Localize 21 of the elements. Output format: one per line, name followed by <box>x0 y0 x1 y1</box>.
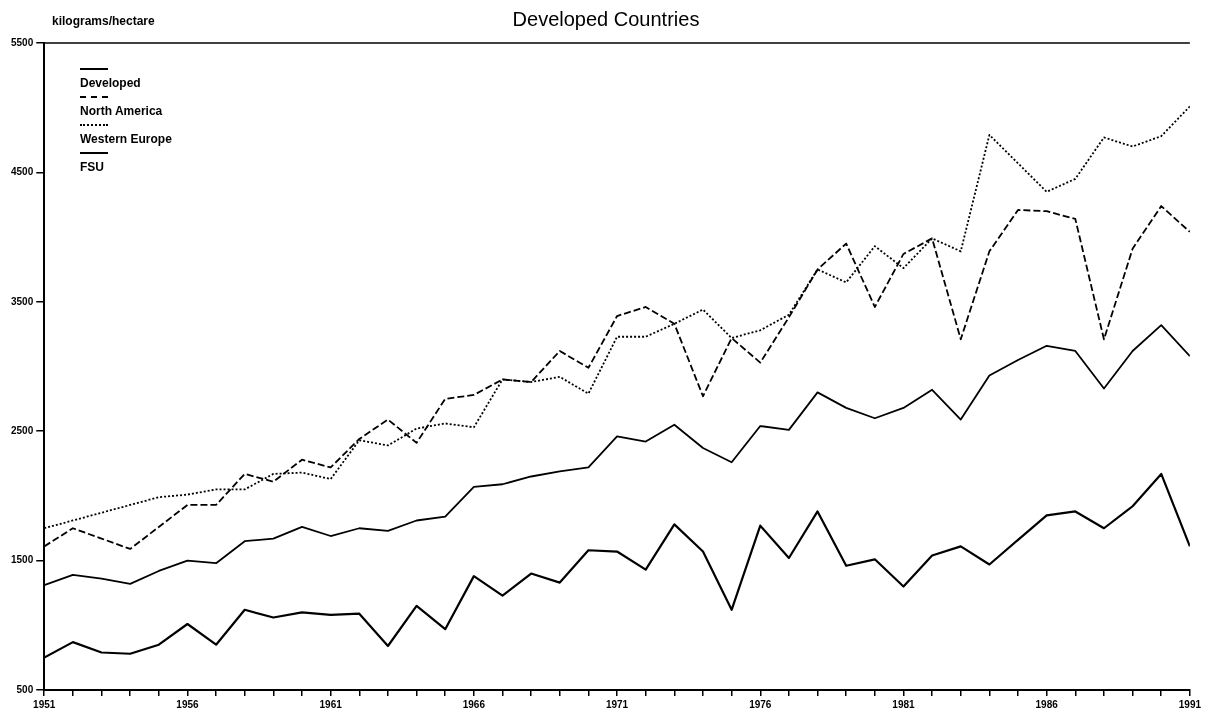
y-tick-label: 3500 <box>11 295 34 307</box>
x-tick-label: 1966 <box>462 698 486 710</box>
y-tick-label: 5500 <box>11 36 34 48</box>
y-tick-label: 2500 <box>11 424 34 436</box>
y-tick-label: 500 <box>16 683 34 695</box>
y-tick-label: 1500 <box>11 554 34 566</box>
x-tick-label: 1961 <box>319 698 343 710</box>
legend-label: North America <box>80 104 164 118</box>
x-tick-label: 1991 <box>1178 698 1202 710</box>
legend-label: FSU <box>80 160 105 174</box>
x-tick-label: 1976 <box>749 698 772 710</box>
x-tick-label: 1986 <box>1035 698 1059 710</box>
y-axis-title: kilograms/hectare <box>52 14 155 28</box>
x-tick-label: 1956 <box>176 698 200 710</box>
legend-label: Western Europe <box>80 132 172 146</box>
chart-title: Developed Countries <box>512 8 700 30</box>
y-tick-label: 4500 <box>11 166 34 178</box>
x-tick-label: 1981 <box>892 698 916 710</box>
x-tick-label: 1951 <box>33 698 56 710</box>
legend-label: Developed <box>80 76 142 90</box>
x-tick-label: 1971 <box>605 698 629 710</box>
